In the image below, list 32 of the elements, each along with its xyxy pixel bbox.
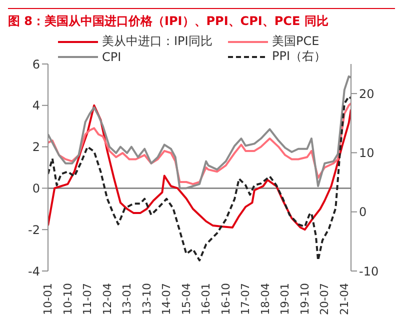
x-tick-label: 19-10 [298,283,312,315]
x-tick-label: 20-07 [318,283,332,315]
x-tick-label: 19-01 [278,283,292,315]
x-tick-label: 16-10 [219,283,232,315]
x-tick-label: 13-10 [140,283,154,315]
x-tick-label: 10-10 [61,283,74,315]
y-tick-label: 2 [32,140,40,154]
x-tick-label: 15-04 [180,283,193,315]
x-tick-label: 21-04 [338,283,351,315]
legend-label: 美国PCE [272,33,320,50]
y-tick-label: 4 [32,98,40,113]
legend-label: CPI [102,50,122,64]
y-tick-label: 0 [32,181,40,196]
y-tick-label: -2 [28,222,40,237]
y2-tick-label: -10 [359,264,379,278]
x-tick-label: 11-07 [81,283,94,315]
y-tick-label: 6 [32,57,40,72]
y2-tick-label: 10 [359,146,374,160]
line-series [48,102,351,186]
x-tick-label: 16-01 [200,283,213,315]
chart-title: 图 8：美国从中国进口价格（IPI）、PPI、CPI、PCE 同比 [8,8,395,30]
x-tick-label: 18-04 [258,283,272,315]
y2-tick-label: 20 [359,86,374,101]
x-tick-label: 17-07 [239,283,252,315]
legend-label: 美从中进口：IPI同比 [102,33,212,50]
x-tick-label: 10-01 [42,283,54,315]
y-tick-label: -4 [28,264,40,278]
x-tick-label: 14-07 [160,283,174,315]
x-tick-label: 12-04 [100,283,114,315]
y2-tick-label: 0 [359,205,367,220]
legend-label: PPI（右） [272,48,326,65]
x-tick-label: 13-01 [120,283,134,315]
